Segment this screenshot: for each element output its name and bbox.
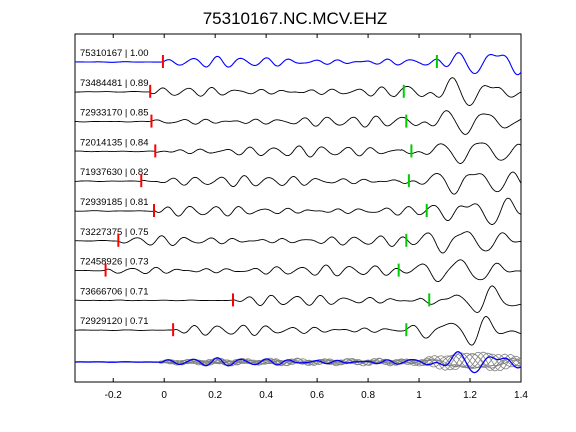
- trace-row: 71937630 | 0.82: [75, 167, 522, 195]
- chart-title: 75310167.NC.MCV.EHZ: [203, 9, 388, 28]
- x-tick-label: 0.8: [361, 390, 375, 401]
- trace-row: 73227375 | 0.75: [75, 227, 521, 254]
- trace-row: 72929120 | 0.71: [74, 316, 522, 346]
- trace-label: 72929120 | 0.71: [80, 316, 149, 327]
- x-tick-label: 1.2: [463, 390, 477, 401]
- trace-label: 73666706 | 0.71: [80, 286, 149, 297]
- trace-row: 73666706 | 0.71: [75, 285, 522, 313]
- x-tick-label: 0: [161, 390, 167, 401]
- trace-row: 72939185 | 0.81: [75, 197, 522, 225]
- trace-label: 71937630 | 0.82: [80, 167, 149, 178]
- trace-row: 75310167 | 1.00: [75, 48, 522, 76]
- trace-line: [75, 231, 521, 254]
- x-tick-label: 1: [416, 390, 422, 401]
- trace-line: [75, 171, 522, 195]
- trace-list: 75310167 | 1.00 73484481 | 0.89 72933170 |…: [74, 48, 522, 346]
- trace-line: [75, 197, 522, 225]
- reference-trace: [75, 52, 522, 76]
- x-tick-label: 0.2: [208, 390, 222, 401]
- trace-label: 73484481 | 0.89: [80, 78, 149, 89]
- trace-label: 72458926 | 0.73: [80, 257, 149, 268]
- x-tick-label: 0.4: [259, 390, 273, 401]
- x-tick-label: -0.2: [105, 390, 123, 401]
- x-tick-label: 0.6: [310, 390, 324, 401]
- trace-label: 72014135 | 0.84: [80, 137, 149, 148]
- trace-label: 75310167 | 1.00: [80, 48, 149, 59]
- x-axis: -0.2 0 0.2 0.4 0.6 0.8 1 1.2 1.4: [105, 34, 528, 401]
- trace-line: [75, 259, 521, 283]
- trace-label: 73227375 | 0.75: [80, 227, 149, 238]
- trace-row: 72933170 | 0.85: [75, 108, 522, 135]
- trace-row: 72458926 | 0.73: [75, 257, 521, 283]
- x-tick-label: 1.4: [514, 390, 528, 401]
- trace-row: 73484481 | 0.89: [75, 77, 522, 106]
- trace-label: 72933170 | 0.85: [80, 108, 149, 119]
- stack-reference-trace: [75, 351, 522, 374]
- trace-line: [74, 316, 522, 346]
- trace-line: [75, 142, 522, 164]
- trace-line: [75, 110, 522, 135]
- trace-label: 72939185 | 0.81: [80, 197, 149, 208]
- trace-row: 72014135 | 0.84: [75, 137, 522, 164]
- stacked-overlay: [75, 351, 522, 374]
- plot-frame: [74, 33, 522, 383]
- trace-line: [75, 285, 522, 313]
